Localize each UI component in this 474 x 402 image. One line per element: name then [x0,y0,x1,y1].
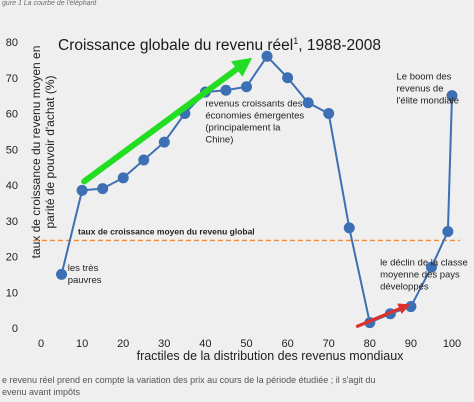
annotations: les très pauvres revenus croissants des éco… [68,72,468,293]
y-tick-label: 80 [6,37,18,49]
y-tick-label: 50 [6,144,18,156]
annotation-line: économies émergentes [205,110,304,121]
annotation-line: moyenne des pays [380,269,460,280]
x-tick-label: 50 [240,338,252,350]
annotation-line: les très [68,263,99,274]
x-tick-label: 100 [443,338,461,350]
annotation-line: revenus de [397,84,444,95]
y-axis-label-line1: taux de croissance du revenu moyen en [29,46,43,259]
y-tick-label: 40 [6,180,18,192]
annotation-declin: le déclin de la classe moyenne des pays dé… [380,257,468,292]
data-point [343,222,355,234]
footnote-line-2: evenu avant impôts [2,387,81,397]
data-point [442,225,454,237]
data-point [97,183,109,195]
figure-footnote: e revenu réel prend en compte la variati… [2,374,472,398]
green-arrow [81,57,253,185]
data-point [76,184,88,196]
y-tick-label: 30 [6,216,18,228]
annotation-line: l'élite mondiale [397,96,460,107]
data-point [138,154,150,166]
annotation-line: Chine) [205,134,233,145]
data-point [282,72,294,84]
data-point [323,108,335,119]
annotation-line: développés [380,281,429,292]
y-tick-label: 0 [12,323,18,335]
annotation-elite: Le boom des revenus de l'élite mondiale [397,72,460,107]
data-point [117,172,129,184]
x-tick-label: 60 [281,338,293,350]
data-point [405,301,417,313]
x-tick-label: 20 [117,338,129,350]
annotation-line: pauvres [68,275,102,286]
annotation-line: revenus croissants des [205,98,302,109]
x-tick-label: 40 [199,338,211,350]
figure-caption: gure 1 La courbe de l'éléphant [2,0,97,7]
y-tick-label: 10 [6,287,18,299]
average-growth-label: taux de croissance moyen du revenu globa… [78,226,255,236]
data-point [446,90,458,102]
footnote-line-1: e revenu réel prend en compte la variati… [2,375,376,385]
annotation-pauvres: les très pauvres [68,263,102,286]
chart-title-main: Croissance globale du revenu réel [58,37,293,54]
elephant-curve-chart: taux de croissance du revenu moyen en pa… [6,36,468,363]
chart-title-suffix: , 1988-2008 [298,37,381,54]
x-tick-label: 30 [158,338,170,350]
chart-title: Croissance globale du revenu réel1, 1988… [58,36,381,54]
data-point [56,268,68,280]
overlay-arrows [81,57,411,328]
x-tick-label: 90 [405,338,417,350]
x-axis-ticks: 0 10 20 30 40 50 60 70 80 90 100 [38,338,461,350]
annotation-emergents: revenus croissants des économies émergent… [205,98,304,145]
x-tick-label: 10 [76,338,88,350]
x-tick-label: 80 [364,338,376,350]
annotation-line: Le boom des [397,72,452,83]
data-point [158,136,170,148]
y-tick-label: 70 [6,73,18,85]
y-tick-label: 20 [6,252,18,264]
data-point [261,50,273,62]
y-axis-label-line2: parité de pouvoir d'achat (%) [43,75,57,228]
chart-title-superscript: 1 [293,36,298,46]
data-point [302,97,314,109]
red-arrow [355,303,411,328]
annotation-line: le déclin de la classe [380,257,468,268]
data-point [241,81,252,93]
x-axis-label: fractiles de la distribution des revenus… [137,349,405,363]
data-point [425,261,437,273]
annotation-line: (principalement la [205,122,281,133]
y-tick-label: 60 [6,109,18,121]
y-axis-ticks: 0 10 20 30 40 50 60 70 80 [6,37,18,335]
data-point [220,84,232,96]
x-tick-label: 0 [38,338,44,350]
y-axis-label: taux de croissance du revenu moyen en pa… [29,46,57,259]
x-tick-label: 70 [323,338,335,350]
